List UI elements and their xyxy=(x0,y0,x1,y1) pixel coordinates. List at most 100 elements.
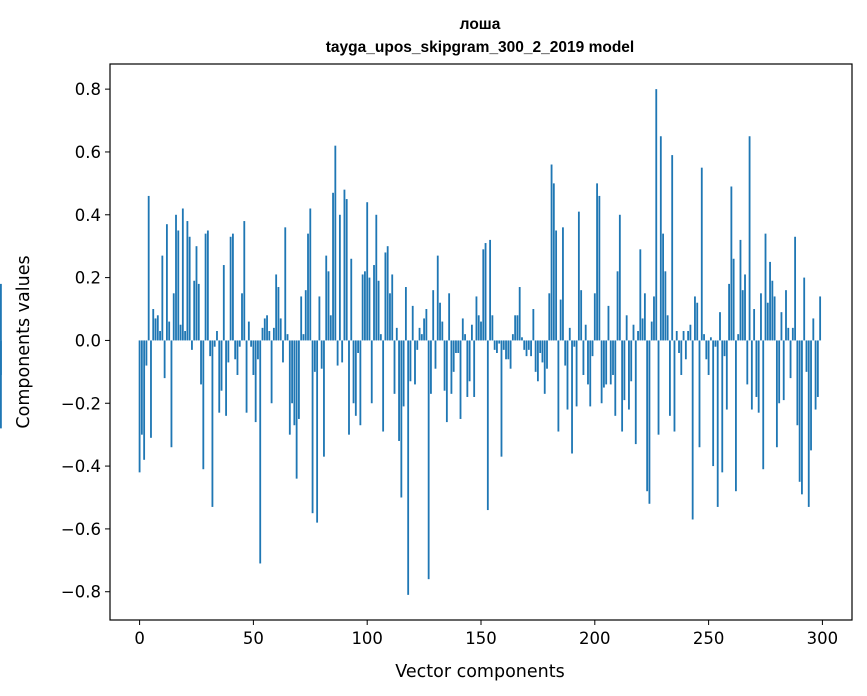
bar xyxy=(757,340,760,413)
bar xyxy=(172,293,175,341)
bar xyxy=(448,293,451,341)
bar xyxy=(318,296,321,341)
bar xyxy=(156,315,159,341)
bar xyxy=(562,227,564,341)
bar xyxy=(195,246,198,341)
bar xyxy=(814,340,817,410)
bar xyxy=(423,318,426,341)
bar xyxy=(177,230,180,341)
bar xyxy=(628,340,630,410)
bar xyxy=(191,340,193,350)
bar xyxy=(277,287,280,341)
bar xyxy=(193,280,196,341)
bar xyxy=(557,340,560,432)
bar xyxy=(509,340,512,369)
y-tick-label: 0.6 xyxy=(75,143,101,162)
bar xyxy=(402,340,405,407)
bar xyxy=(395,327,398,341)
bar xyxy=(320,340,323,369)
bar xyxy=(236,340,239,375)
bar xyxy=(293,340,296,426)
bar xyxy=(548,293,551,341)
bar xyxy=(571,340,573,454)
bar xyxy=(521,337,523,341)
bar xyxy=(175,214,177,341)
bar xyxy=(409,340,412,382)
bar xyxy=(530,340,532,357)
bar xyxy=(605,340,608,385)
bar xyxy=(559,299,562,341)
bar xyxy=(607,305,610,341)
bar xyxy=(500,340,503,457)
bar xyxy=(348,340,350,435)
bar xyxy=(379,334,382,341)
bar xyxy=(609,340,612,385)
bar xyxy=(159,331,161,341)
bar xyxy=(361,274,364,341)
bar xyxy=(343,189,346,341)
bar xyxy=(0,340,2,375)
bar xyxy=(764,233,767,341)
bar xyxy=(678,340,680,353)
plot-frame xyxy=(109,63,853,621)
bar xyxy=(336,340,339,366)
bar xyxy=(543,340,546,394)
bar xyxy=(760,293,762,341)
bar xyxy=(461,318,464,341)
bar xyxy=(254,340,257,423)
bar xyxy=(295,340,298,479)
bar xyxy=(313,340,316,372)
bar xyxy=(229,236,232,341)
bar xyxy=(539,340,542,353)
bar xyxy=(247,321,250,341)
bar xyxy=(227,340,230,363)
bar xyxy=(735,340,737,492)
bar xyxy=(714,340,717,347)
bar xyxy=(418,327,421,341)
bar xyxy=(232,233,234,341)
bar xyxy=(0,283,2,341)
bar xyxy=(580,290,583,341)
x-tick-label: 0 xyxy=(134,629,145,648)
bar xyxy=(238,340,241,347)
bar xyxy=(807,340,810,507)
bar xyxy=(700,167,703,341)
x-tick-label: 150 xyxy=(465,629,497,648)
bar xyxy=(771,280,774,341)
bar xyxy=(532,309,535,341)
bar xyxy=(0,340,2,429)
bar xyxy=(457,340,460,353)
bar xyxy=(505,340,507,360)
bar xyxy=(659,136,662,341)
bar xyxy=(498,340,501,344)
bar xyxy=(766,302,769,341)
bar xyxy=(641,318,644,341)
bar xyxy=(566,340,569,410)
bar xyxy=(480,321,482,341)
bar xyxy=(791,327,794,341)
bar xyxy=(803,277,806,341)
bar xyxy=(163,340,166,379)
y-tick-label: 0.4 xyxy=(75,206,101,225)
bar xyxy=(623,340,626,401)
bar xyxy=(741,290,744,341)
x-tick-label: 50 xyxy=(243,629,264,648)
bar xyxy=(140,340,143,435)
bar xyxy=(716,340,719,507)
bar xyxy=(414,340,416,385)
bar xyxy=(259,340,262,564)
bar xyxy=(671,155,674,341)
bar xyxy=(486,340,489,511)
y-tick-label: −0.8 xyxy=(61,583,101,602)
bar xyxy=(573,340,576,347)
bar xyxy=(680,340,683,375)
bar xyxy=(375,214,378,341)
bar xyxy=(309,208,312,341)
bar xyxy=(669,340,671,416)
bar xyxy=(787,327,790,341)
bar xyxy=(470,324,473,341)
bar xyxy=(534,340,537,372)
bar xyxy=(782,340,785,401)
bar xyxy=(796,340,799,426)
